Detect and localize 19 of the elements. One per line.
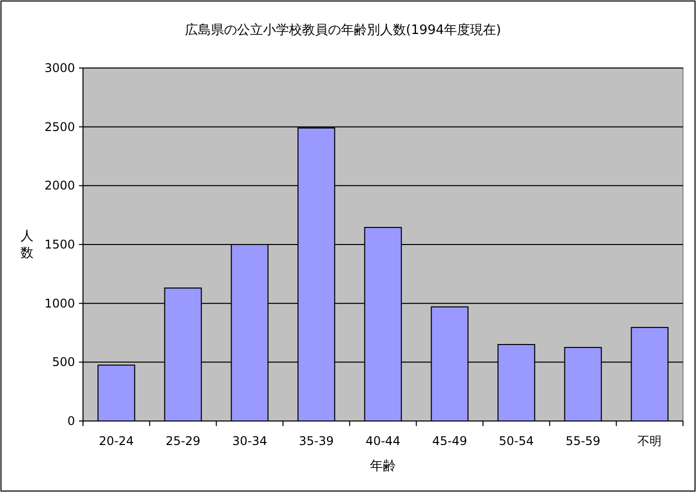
x-tick-label: 50-54 xyxy=(498,434,534,448)
x-tick-label: 25-29 xyxy=(166,434,200,448)
y-tick-label: 3000 xyxy=(44,61,75,75)
y-tick-label: 500 xyxy=(52,355,75,370)
y-tick-label: 1000 xyxy=(44,296,75,310)
x-tick-label: 45-49 xyxy=(432,434,468,448)
chart-title: 広島県の公立小学校教員の年齢別人数(1994年度現在) xyxy=(184,22,502,38)
y-tick-label: 2000 xyxy=(44,178,75,193)
x-tick-label: 55-59 xyxy=(566,434,600,448)
y-tick-label: 0 xyxy=(67,414,75,428)
x-tick-label: 40-44 xyxy=(366,434,400,448)
x-axis-title: 年齢 xyxy=(370,459,396,474)
x-tick-label: 35-39 xyxy=(298,434,334,448)
y-tick-label: 1500 xyxy=(44,238,75,252)
x-tick-label: 30-34 xyxy=(232,434,268,448)
x-tick-label: 20-24 xyxy=(98,434,134,448)
x-tick-label: 不明 xyxy=(638,434,662,448)
y-axis-title: 人数 xyxy=(20,229,34,261)
y-tick-label: 2500 xyxy=(44,120,75,134)
